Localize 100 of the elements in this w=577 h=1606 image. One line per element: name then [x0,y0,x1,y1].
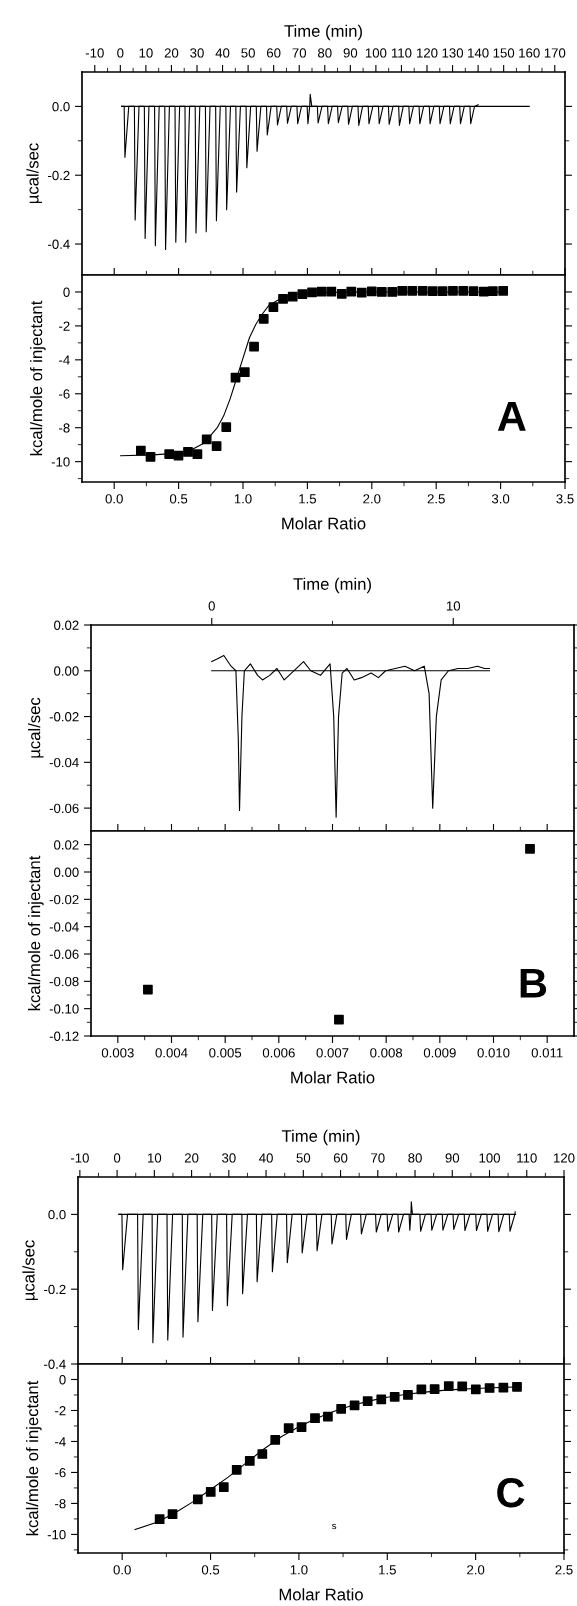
y-tick-label: -10 [51,457,70,467]
x-tick-label: 2.0 [467,1565,485,1575]
x-axis-title: Time (min) [281,1129,360,1146]
y-tick-label: 0 [63,287,70,297]
y-tick-label: -4 [59,355,70,365]
x-tick-label: 10 [446,601,461,611]
annotation: C [497,1477,525,1508]
y-tick-label: -0.04 [49,922,79,932]
x-tick-label: 0.0 [105,494,123,504]
y-axis-title: kcal/mole of injectant [26,1380,42,1536]
y-tick-label: 0.00 [54,867,79,877]
x-tick-label: 10 [148,1153,162,1163]
y-tick-label: 0.02 [54,840,79,850]
y-tick-label: -0.08 [49,976,79,987]
x-axis-title: Time (min) [293,577,371,594]
x-tick-label: 0.5 [201,1565,220,1575]
y-tick-label: -0.02 [49,894,79,905]
y-axis-title: kcal/mole of injectant [28,855,44,1011]
x-tick-label: 0.008 [370,1048,403,1058]
y-tick-label: -0.2 [48,170,70,181]
x-tick-label: 0.5 [169,494,188,504]
y-axis-title: kcal/mole of injectant [30,300,46,456]
y-tick-label: -8 [59,423,70,433]
x-tick-label: 120 [417,48,438,58]
y-axis-title: µcal/sec [26,143,42,204]
y-tick-label: -0.10 [49,1004,79,1014]
x-tick-label: 60 [333,1153,348,1163]
annotation: B [520,968,547,998]
x-tick-label: -10 [85,48,104,58]
x-tick-label: 1.5 [379,1565,396,1575]
x-tick-label: 2.5 [427,494,445,504]
y-tick-label: -0.4 [44,1359,66,1369]
y-tick-label: 0.0 [52,101,70,112]
y-tick-label: 0 [59,1375,66,1385]
x-tick-label: 110 [517,1153,537,1163]
x-tick-label: 80 [408,1153,422,1163]
y-tick-label: 0.00 [54,666,79,676]
y-tick-label: -0.06 [49,803,79,814]
x-tick-label: 0.007 [316,1048,349,1058]
x-tick-label: 160 [519,48,540,58]
y-tick-label: 0.0 [48,1209,66,1220]
x-tick-label: 100 [479,1153,501,1163]
y-tick-label: -8 [55,1498,66,1509]
x-tick-label: 0.005 [209,1048,242,1058]
x-tick-label: 0.009 [423,1048,456,1058]
x-tick-label: 120 [554,1153,575,1163]
x-tick-label: 20 [184,1153,199,1163]
x-tick-label: 0.0 [113,1565,131,1575]
x-tick-label: 0.006 [262,1048,295,1058]
x-tick-label: 0 [113,1153,121,1163]
y-axis-title: µcal/sec [28,697,44,758]
x-tick-label: 90 [445,1153,460,1163]
x-tick-label: 80 [318,48,332,58]
x-tick-label: 70 [371,1153,385,1163]
x-tick-label: 0 [117,48,124,58]
x-tick-label: 30 [190,48,204,58]
y-tick-label: 0.02 [54,620,79,630]
x-tick-label: 2.5 [555,1565,573,1575]
x-tick-label: 0.011 [531,1048,563,1058]
x-tick-label: 3.5 [556,494,574,504]
x-tick-label: 50 [296,1153,311,1163]
x-tick-label: -10 [70,1153,89,1163]
y-axis-title: µcal/sec [22,1240,38,1301]
x-axis-title: Molar Ratio [279,1588,363,1601]
x-tick-label: 0.004 [155,1048,188,1058]
y-tick-label: -0.06 [49,949,79,959]
x-axis-title: Molar Ratio [291,1071,375,1084]
y-tick-label: -0.04 [49,757,79,768]
x-tick-label: 20 [164,48,179,58]
x-tick-label: 0.010 [477,1048,510,1058]
x-tick-label: 100 [365,48,387,58]
y-tick-label: -6 [55,1468,66,1478]
y-tick-label: -6 [59,389,70,399]
y-tick-label: -0.4 [48,239,70,249]
x-tick-label: 60 [267,48,281,58]
x-tick-label: 1.0 [234,494,252,504]
x-axis-title: Time (min) [284,24,362,41]
y-tick-label: -0.02 [49,712,79,722]
x-tick-label: 1.5 [299,494,317,504]
x-tick-label: 10 [139,48,153,58]
y-tick-label: -4 [55,1437,66,1447]
x-tick-label: 90 [343,48,358,58]
x-tick-label: 110 [391,48,412,58]
x-axis-title: Molar Ratio [282,517,366,530]
x-tick-label: 150 [493,48,515,58]
x-tick-label: 0.003 [101,1048,134,1058]
y-tick-label: -10 [47,1529,66,1540]
x-tick-label: 130 [442,48,464,58]
y-tick-label: -2 [59,321,70,331]
x-tick-label: 40 [259,1153,273,1163]
x-tick-label: 30 [221,1153,236,1163]
y-tick-label: -0.2 [44,1284,66,1295]
x-tick-label: 1.0 [290,1565,308,1575]
annotation: A [497,402,526,431]
y-tick-label: -0.12 [49,1031,79,1041]
x-tick-label: 50 [241,48,255,58]
y-tick-label: -2 [55,1406,66,1416]
x-tick-label: 140 [468,48,489,58]
x-tick-label: 170 [544,48,566,58]
x-tick-label: 3.0 [491,494,510,504]
